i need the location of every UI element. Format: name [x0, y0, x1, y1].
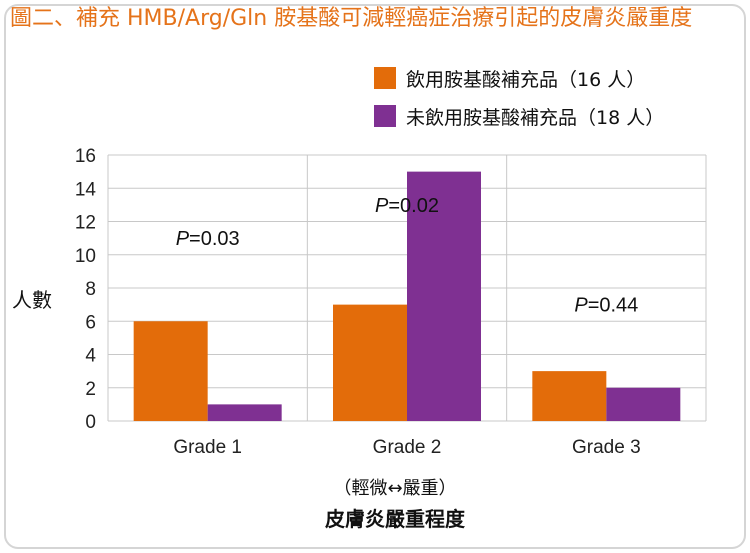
y-tick-label-8: 8 [85, 279, 96, 300]
x-tick-label-3: Grade 3 [572, 437, 641, 458]
y-tick-label-16: 16 [75, 146, 96, 167]
bar-no-supplement-1 [207, 404, 282, 421]
y-tick-label-0: 0 [85, 412, 96, 433]
p-value-annotation-3: P=0.44 [574, 295, 638, 317]
y-axis-label: 人數 [12, 288, 52, 312]
p-value-annotation-2: P=0.02 [375, 195, 439, 217]
x-axis-note: （輕微↔嚴重） [333, 478, 457, 499]
x-tick-label-2: Grade 2 [373, 437, 442, 458]
y-tick-label-6: 6 [85, 312, 96, 333]
p-value-annotation-1: P=0.03 [176, 228, 240, 250]
legend-item-supplement: 飲用胺基酸補充品（16 人） [374, 64, 664, 92]
bar-supplement-2 [333, 304, 407, 421]
bar-supplement-1 [133, 321, 208, 421]
y-tick-label-14: 14 [75, 179, 97, 200]
legend-swatch-no-supplement [374, 105, 396, 127]
x-axis-label: 皮膚炎嚴重程度 [325, 507, 465, 531]
y-tick-label-2: 2 [85, 379, 96, 400]
x-tick-label-1: Grade 1 [173, 437, 242, 458]
y-tick-label-10: 10 [75, 246, 96, 267]
y-tick-label-4: 4 [85, 346, 96, 367]
legend-label-supplement: 飲用胺基酸補充品（16 人） [406, 68, 646, 91]
bar-no-supplement-2 [407, 171, 481, 421]
bar-supplement-3 [532, 371, 607, 421]
legend-label-no-supplement: 未飲用胺基酸補充品（18 人） [406, 106, 665, 129]
bar-no-supplement-3 [606, 387, 681, 421]
figure-frame [4, 4, 746, 549]
chart-title: 圖二、補充 HMB/Arg/Gln 胺基酸可減輕癌症治療引起的皮膚炎嚴重度 [10, 6, 693, 31]
y-tick-label-12: 12 [75, 213, 96, 234]
legend-item-no-supplement: 未飲用胺基酸補充品（18 人） [374, 102, 664, 130]
legend-swatch-supplement [374, 67, 396, 89]
legend: 飲用胺基酸補充品（16 人） 未飲用胺基酸補充品（18 人） [374, 64, 664, 140]
